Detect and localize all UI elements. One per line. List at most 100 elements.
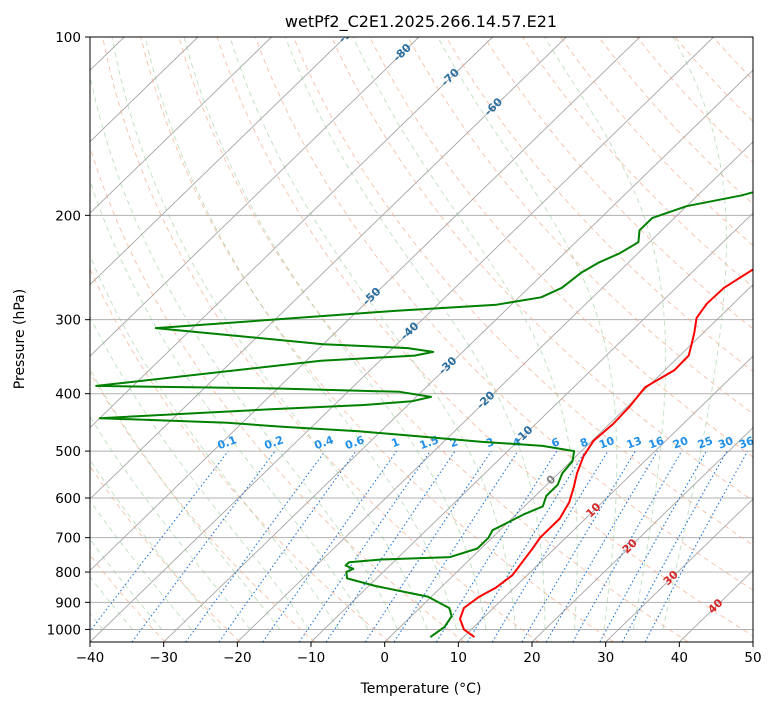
grid-lines [90,37,753,642]
moist-adiabat [183,37,487,630]
dry-adiabat [331,37,753,502]
mixing-ratio-line [364,450,492,642]
mixing-ratio-line [599,450,707,642]
x-tick-label: 0 [380,650,389,666]
x-axis-title: Temperature (°C) [360,681,482,697]
isotherm-line [605,498,753,642]
x-tick-label: 50 [744,650,761,666]
dewpoint-profile [95,191,753,638]
moist-adiabat [229,37,516,630]
y-tick-label: 1000 [47,622,81,638]
mixing-ratio-line [185,450,326,642]
moist-adiabat [90,499,192,630]
isotherm-line [90,37,420,357]
isotherm-line [237,141,753,642]
mixing-ratio-label: 4 [511,435,523,450]
moist-adiabat [544,37,667,630]
isotherm-line [90,37,714,642]
y-tick-label: 900 [55,595,81,611]
mixing-ratio-line [325,450,456,642]
y-tick-label: 700 [55,531,81,547]
mixing-ratio-line [393,450,519,642]
x-tick-label: −40 [76,650,105,666]
x-tick-label: 30 [597,650,614,666]
dry-adiabat [483,37,753,330]
mixing-ratio-label: 0.1 [216,433,239,452]
x-tick-label: 10 [450,650,467,666]
moist-adiabat [662,37,727,630]
moist-adiabat [90,73,399,630]
temperature-profile [459,268,753,638]
y-tick-label: 200 [55,208,81,224]
mixing-ratio-label: 10 [597,434,616,452]
moist-adiabat [284,37,546,630]
y-tick-label: 500 [55,444,81,460]
mixing-ratio-line [218,450,357,642]
mixing-ratio-label: 1 [390,435,402,450]
mixing-ratio-label: 0.4 [313,433,336,452]
mixing-ratio-line [131,450,276,642]
profiles [95,191,753,638]
mixing-ratio-label: 13 [625,434,644,451]
moist-adiabat [352,37,578,630]
x-tick-label: −20 [223,650,252,666]
moist-adiabat [111,37,428,630]
mixing-ratio-label: 25 [696,434,715,451]
isotherm-line [90,37,567,500]
isotherm-line [384,284,753,642]
mixing-ratio-label: 0.6 [343,433,366,452]
mixing-ratio-label: 30 [716,434,735,452]
y-tick-label: 300 [55,313,81,329]
mixing-ratio-line [467,450,586,642]
chart-title: wetPf2_C2E1.2025.266.14.57.E21 [285,12,557,32]
mixing-ratio-label: 6 [550,435,562,450]
isotherm-line [90,37,272,214]
dry-adiabat [90,554,166,642]
y-axis-title: Pressure (hPa) [12,289,28,389]
moist-adiabat [90,179,369,630]
isotherm-line [163,69,753,642]
background-lines [90,37,753,642]
dry-adiabat [90,145,465,642]
dry-adiabat [521,37,753,288]
x-tick-label: −10 [297,650,326,666]
moist-adiabat [90,254,340,630]
dry-adiabat [407,37,753,415]
x-tick-label: 40 [671,650,688,666]
isotherm-line [310,212,753,642]
mixing-ratio-line [298,450,431,642]
mixing-ratio-label: 8 [578,435,590,450]
isotherm-line [90,37,641,572]
y-tick-label: 100 [55,30,81,46]
moist-adiabat [90,459,222,630]
mixing-ratio-label: 0.2 [263,433,286,452]
plot-frame [89,36,754,643]
x-tick-label: 20 [523,650,540,666]
x-tick-label: −30 [149,650,178,666]
x-axis: −40 −30 −20 −10 0 10 20 30 40 50 [76,642,762,666]
isotherm-line [90,37,199,143]
mixing-ratio-line [491,450,609,642]
mixing-ratio-line [262,450,398,642]
isotherm-line [90,37,346,286]
isotherm-line [531,426,753,642]
y-tick-label: 600 [55,491,81,507]
dry-adiabat [140,37,614,642]
dry-adiabat [90,268,390,642]
mixing-ratio-label: 20 [671,434,690,452]
isotherm-line [90,37,493,429]
isotherm-line [458,355,753,642]
y-tick-label: 400 [55,387,81,403]
mixing-ratio-label: 36 [737,434,756,452]
moist-adiabat [90,538,163,630]
mixing-ratio-label: 2 [448,435,460,450]
isotherm-label: -90 [336,22,360,45]
dry-adiabat [178,37,689,642]
mixing-ratio-line [621,450,728,642]
mixing-ratio-line [644,450,749,642]
y-tick-label: 800 [55,565,81,581]
mixing-ratio-label: 16 [647,434,666,452]
y-axis: 100 200 300 400 500 600 700 800 900 1000 [47,30,90,638]
dry-adiabat [369,37,753,458]
